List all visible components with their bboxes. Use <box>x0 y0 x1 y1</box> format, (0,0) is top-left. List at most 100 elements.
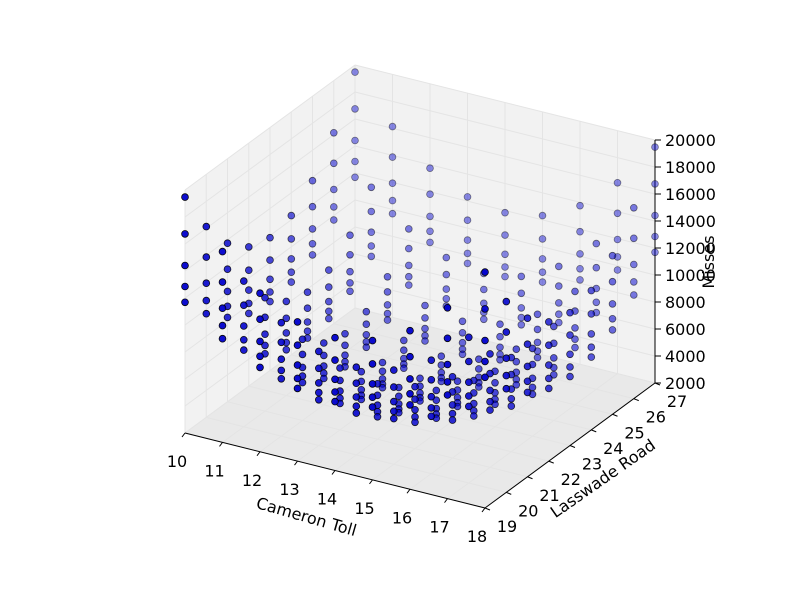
scatter-point <box>282 297 291 306</box>
scatter-point <box>261 341 269 350</box>
scatter-point <box>426 212 434 221</box>
scatter-point <box>463 236 472 244</box>
scatter-point <box>544 374 553 383</box>
scatter-point <box>277 355 286 364</box>
scatter-point <box>479 315 488 324</box>
scatter-point <box>287 255 296 263</box>
scatter-point <box>464 402 473 411</box>
scatter-point <box>448 409 457 418</box>
scatter-point <box>426 164 434 173</box>
scatter-point <box>298 350 307 359</box>
scatter-point <box>293 361 302 369</box>
grid-line-y-floor <box>206 416 507 493</box>
scatter-point <box>399 336 408 345</box>
scatter-point <box>576 201 584 210</box>
x-tick-label: 14 <box>317 490 337 509</box>
scatter-point <box>469 412 478 420</box>
scatter-point <box>368 336 377 345</box>
scatter-point <box>331 388 339 396</box>
scatter-point <box>549 370 558 379</box>
scatter-point <box>463 249 472 258</box>
grid-line-z-left <box>184 145 356 272</box>
grid-line-z-back <box>354 118 656 195</box>
scatter-point <box>383 288 392 296</box>
scatter-point <box>404 272 413 281</box>
scatter-point <box>512 345 521 354</box>
x-tick-mark <box>219 442 223 447</box>
scatter-point <box>427 404 436 412</box>
scatter-point <box>608 251 617 260</box>
grid-line-z-back <box>354 64 656 141</box>
scatter-point <box>523 388 532 397</box>
scatter-point <box>329 129 338 137</box>
y-tick-mark <box>569 445 576 448</box>
scatter-point <box>181 193 189 201</box>
scatter-point <box>587 310 596 318</box>
scatter-point <box>277 374 286 383</box>
grid-line-z-back <box>354 172 656 249</box>
scatter-point <box>421 314 429 322</box>
scatter-point <box>501 250 509 259</box>
scatter-point <box>277 366 286 375</box>
scatter-point <box>314 364 323 373</box>
scatter-point <box>329 216 338 224</box>
y-tick-label: 24 <box>603 439 623 458</box>
scatter-point <box>458 338 467 347</box>
scatter-point <box>362 320 371 329</box>
scatter-point <box>298 378 307 387</box>
scatter-point <box>406 375 414 383</box>
scatter-point <box>352 379 361 388</box>
scatter-point <box>367 228 376 237</box>
scatter-point <box>399 346 408 355</box>
scatter-point <box>181 298 189 307</box>
scatter-point <box>463 193 472 201</box>
scatter-point <box>533 325 542 334</box>
scatter-point <box>308 202 317 211</box>
scatter-point <box>502 297 511 306</box>
scatter-point <box>308 176 317 185</box>
scatter-point <box>613 209 622 218</box>
scatter-point <box>533 338 542 347</box>
scatter-point <box>651 180 659 188</box>
scatter-point <box>298 335 307 344</box>
scatter-point <box>314 395 323 404</box>
scatter-point <box>544 318 553 326</box>
scatter-point <box>501 263 509 271</box>
scatter-point <box>223 239 232 248</box>
scatter-point <box>341 329 349 338</box>
scatter-point <box>442 294 451 303</box>
scatter-point <box>202 296 211 305</box>
scatter-point <box>218 278 227 286</box>
y-tick-label: 20 <box>518 501 538 520</box>
scatter-point <box>367 242 376 250</box>
scatter-point <box>293 374 302 383</box>
scatter-point <box>352 393 361 401</box>
scatter-point <box>411 418 419 427</box>
scatter-point <box>587 330 596 338</box>
scatter-point <box>303 304 312 313</box>
scatter-point <box>453 377 462 386</box>
scatter-point <box>448 416 457 424</box>
scatter-point <box>202 279 211 288</box>
scatter-point <box>437 361 446 369</box>
scatter-point <box>346 279 354 287</box>
scatter-point <box>373 412 382 421</box>
scatter-point <box>287 211 296 220</box>
x-tick-mark <box>256 451 261 457</box>
scatter-point <box>549 322 558 331</box>
scatter-point <box>517 320 526 329</box>
scatter-point <box>507 402 516 410</box>
scatter-point <box>538 278 547 286</box>
scatter-point <box>368 380 377 388</box>
scatter-point <box>629 204 638 212</box>
scatter-point <box>426 227 434 236</box>
scatter-point <box>352 409 361 417</box>
scatter-point <box>427 375 436 384</box>
scatter-point <box>404 281 413 289</box>
grid-line-z-left <box>184 253 356 380</box>
scatter-point <box>486 397 494 406</box>
scatter-point <box>464 392 473 400</box>
scatter-point <box>240 346 248 354</box>
scatter-point <box>256 352 264 361</box>
x-tick-label: 16 <box>392 508 412 527</box>
